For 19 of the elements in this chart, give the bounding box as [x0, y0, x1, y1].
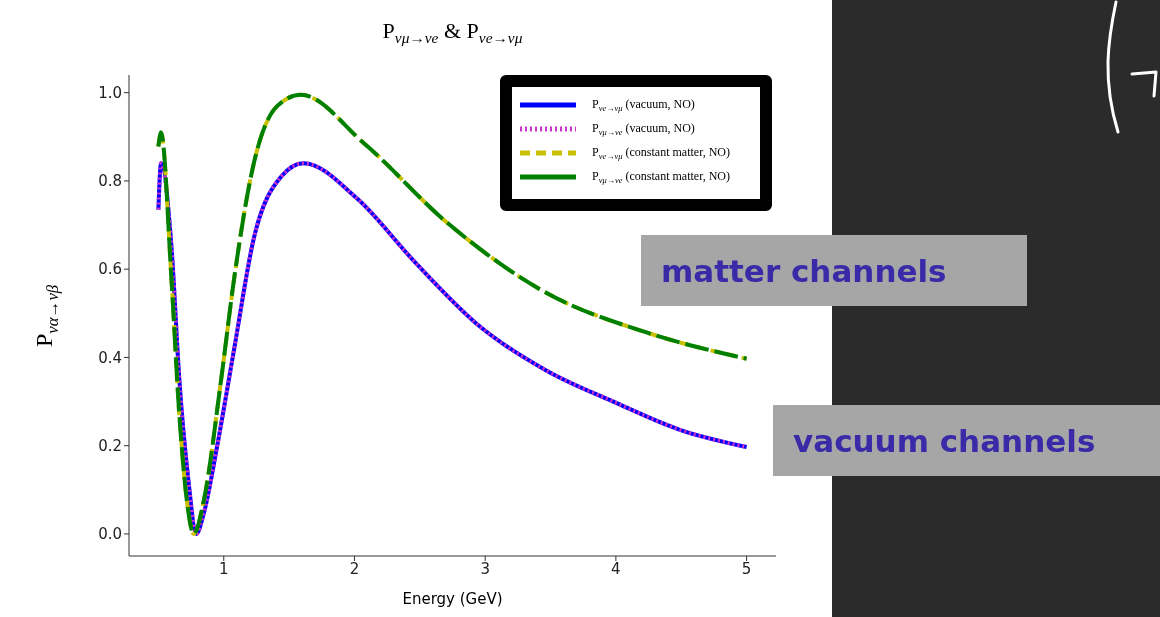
legend-label: P$_{vμ→ve}$ (constant matter, NO)	[592, 168, 730, 186]
x-axis-title: Energy (GeV)	[401, 590, 504, 608]
x-tick-label: 1	[218, 559, 229, 578]
y-tick-label: 0.0	[98, 525, 122, 544]
legend-label: P$_{ve→vμ}$ (constant matter, NO)	[592, 144, 730, 162]
x-tick-label: 3	[480, 559, 490, 578]
x-tick-label: 2	[349, 559, 360, 578]
y-tick-label: 0.4	[98, 348, 122, 367]
x-tick-label: 5	[741, 559, 752, 578]
y-tick-label: 0.8	[98, 172, 122, 191]
y-tick-label: 0.2	[98, 437, 122, 455]
x-tick-label: 4	[611, 559, 621, 578]
legend-label: P$_{ve→vμ}$ (vacuum, NO)	[592, 96, 695, 114]
text-box: vacuum channels	[773, 405, 1160, 476]
y-tick-label: 0.6	[98, 260, 122, 279]
y-tick-label: 1.0	[98, 83, 122, 102]
chart-title: P$_{vμ→ve}$ & P$_{ve→vμ}$	[382, 18, 523, 47]
legend-label: P$_{vμ→ve}$ (vacuum, NO)	[592, 120, 695, 138]
text-box: matter channels	[641, 235, 1027, 306]
